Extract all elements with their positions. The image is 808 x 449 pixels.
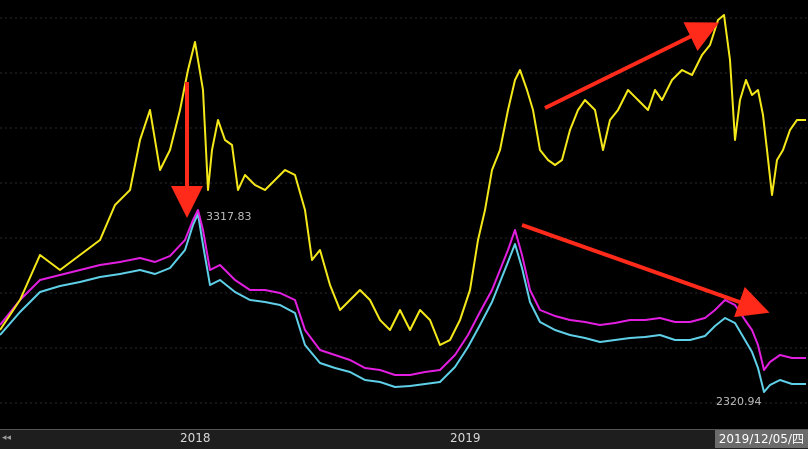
series-line-1 bbox=[0, 209, 806, 376]
current-date-badge: 2019/12/05/四 bbox=[714, 430, 808, 448]
arrow-up-trend-annotation bbox=[544, 22, 720, 110]
scroll-left-icon[interactable]: ◂◂ bbox=[2, 433, 12, 443]
x-axis-bar bbox=[0, 429, 808, 449]
arrow-down-trend-annotation bbox=[521, 223, 770, 318]
series-line-2 bbox=[0, 213, 806, 393]
series-layer bbox=[0, 14, 806, 393]
peak-value-label: 3317.83 bbox=[206, 210, 252, 223]
arrow-layer bbox=[171, 22, 770, 318]
x-tick-2019: 2019 bbox=[450, 431, 481, 445]
chart-grid bbox=[0, 17, 808, 404]
x-tick-2018: 2018 bbox=[180, 431, 211, 445]
low-value-label: 2320.94 bbox=[716, 395, 762, 408]
series-line-0 bbox=[0, 14, 806, 346]
